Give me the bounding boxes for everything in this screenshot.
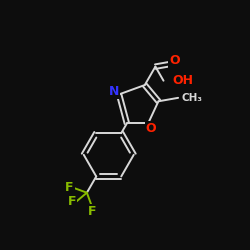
Text: F: F [68,195,76,208]
Text: CH₃: CH₃ [181,93,202,103]
Text: OH: OH [172,74,193,87]
Text: O: O [146,122,156,136]
Text: F: F [65,181,74,194]
Text: F: F [88,204,96,218]
Text: O: O [169,54,180,67]
Text: N: N [108,86,119,98]
